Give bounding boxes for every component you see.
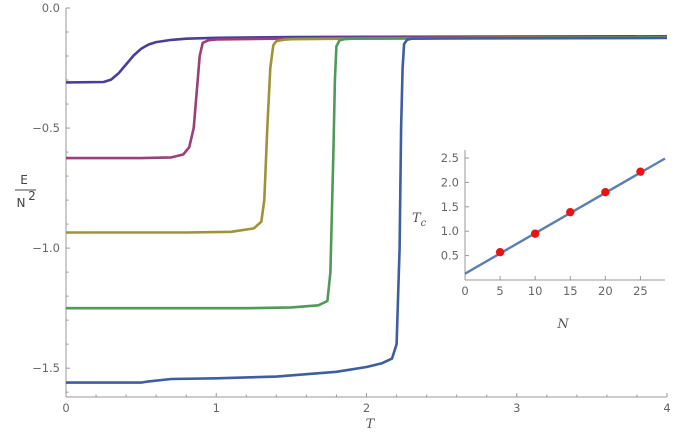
main-x-tick-label: 3 bbox=[513, 401, 520, 415]
main-ticks: 0 1 2 3 4 0.0 −0.5 −1.0 −1.5 bbox=[32, 1, 671, 415]
main-y-tick-label: −1.5 bbox=[32, 361, 60, 375]
inset-y-tick-label: 2.0 bbox=[441, 175, 459, 189]
inset-x-tick-label: 10 bbox=[528, 284, 543, 298]
inset-y-tick-label: 1.5 bbox=[441, 200, 459, 214]
inset-ticks: 0 5 10 15 20 25 0.5 1.0 1.5 2.0 2.5 bbox=[441, 151, 648, 298]
inset-point bbox=[495, 247, 505, 257]
inset-point bbox=[601, 187, 610, 197]
main-x-tick-label: 2 bbox=[363, 401, 370, 415]
main-series bbox=[65, 35, 668, 384]
inset-y-tick-label: 1.0 bbox=[441, 224, 459, 238]
y-label-power: 2 bbox=[28, 189, 36, 203]
y-label-numerator: E bbox=[20, 173, 28, 187]
main-y-axis-label: E N 2 bbox=[15, 173, 36, 210]
inset-y-tick-label: 2.5 bbox=[441, 151, 459, 165]
y-label-denominator: N bbox=[17, 196, 26, 210]
inset-x-tick-label: 20 bbox=[598, 284, 613, 298]
inset-x-tick-label: 5 bbox=[496, 284, 503, 298]
main-y-tick-label: 0.0 bbox=[42, 1, 60, 15]
series-line-5 bbox=[66, 36, 668, 384]
inset-point bbox=[566, 207, 575, 217]
main-x-axis-label: T bbox=[366, 417, 376, 432]
series-line-2 bbox=[66, 35, 668, 160]
main-x-tick-label: 1 bbox=[213, 401, 220, 415]
inset-x-tick-label: 25 bbox=[633, 284, 648, 298]
inset-x-tick-label: 0 bbox=[461, 284, 468, 298]
main-y-tick-label: −1.0 bbox=[32, 241, 60, 255]
inset-point bbox=[636, 167, 645, 176]
inset-x-axis-label: N bbox=[556, 317, 569, 332]
inset-marks bbox=[464, 157, 666, 275]
main-plot: 0 1 2 3 4 0.0 −0.5 −1.0 −1.5 T E N 2 bbox=[15, 1, 671, 432]
inset-point bbox=[530, 229, 540, 238]
inset-background bbox=[420, 146, 672, 332]
inset-x-tick-label: 15 bbox=[563, 284, 578, 298]
main-y-tick-label: −0.5 bbox=[32, 121, 60, 135]
series-line-1 bbox=[65, 35, 668, 84]
main-x-tick-label: 0 bbox=[62, 401, 69, 415]
inset-plot: 0 5 10 15 20 250.51.01.52.02.5 N Tc bbox=[412, 146, 672, 332]
main-x-tick-label: 4 bbox=[663, 401, 670, 415]
inset-y-tick-label: 0.5 bbox=[441, 249, 459, 263]
inset-annotation-subscript: c bbox=[421, 218, 427, 229]
